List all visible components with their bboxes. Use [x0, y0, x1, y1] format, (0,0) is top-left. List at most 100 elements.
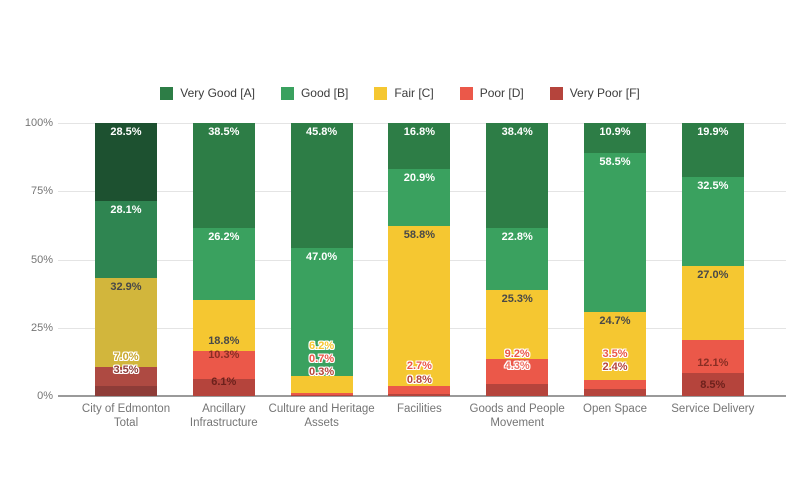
- segment-label-poor-d: 2.7%: [406, 360, 432, 372]
- legend-item-good-b: Good [B]: [280, 86, 349, 100]
- bar-segment-fair-c[interactable]: [681, 266, 744, 340]
- bar-segment-very-good-a[interactable]: [681, 123, 744, 178]
- bar-segment-very-good-a[interactable]: [192, 123, 255, 229]
- legend-item-very-poor-f: Very Poor [F]: [549, 86, 640, 100]
- segment-label-fair-c: 27.0%: [697, 269, 729, 282]
- segment-label-good-b: 20.9%: [403, 171, 435, 184]
- segment-label-fair-c: 18.8%: [208, 335, 240, 347]
- y-axis-tick-label: 50%: [30, 253, 53, 266]
- bar-segment-poor-d[interactable]: [584, 379, 646, 390]
- bar-segment-very-poor-f[interactable]: [388, 393, 451, 396]
- x-axis-category-label: Service Delivery: [671, 403, 755, 415]
- legend-label: Very Poor [F]: [569, 86, 640, 100]
- bar-facilities: 16.8% 20.9% 58.8% 2.7% 0.8%: [388, 123, 451, 396]
- legend-label: Very Good [A]: [180, 86, 255, 100]
- segment-label-poor-d: 9.2%: [504, 348, 530, 360]
- segment-label-very-poor-f: 0.3%: [309, 366, 335, 378]
- bar-segment-very-poor-f[interactable]: [486, 384, 549, 396]
- bar-segment-very-poor-f[interactable]: [584, 389, 646, 396]
- bar-segment-fair-c[interactable]: [192, 299, 255, 352]
- segment-label-very-good-a: 19.9%: [697, 126, 729, 138]
- bar-segment-good-b[interactable]: [681, 177, 744, 267]
- segment-label-good-b: 58.5%: [599, 155, 631, 168]
- bar-segment-fair-c[interactable]: [388, 225, 451, 387]
- bar-culture-and-heritage-assets: 45.8% 47.0% 6.2% 0.7% 0.3%: [290, 123, 353, 396]
- bar-segment-good-b[interactable]: [95, 200, 157, 278]
- bar-segment-very-poor-f[interactable]: [681, 372, 744, 396]
- bar-segment-fair-c[interactable]: [95, 277, 157, 368]
- bar-segment-fair-c[interactable]: [290, 376, 353, 394]
- segment-label-good-b: 22.8%: [501, 230, 533, 243]
- legend-label: Fair [C]: [394, 86, 434, 100]
- legend-label: Good [B]: [300, 86, 349, 100]
- bar-segment-very-good-a[interactable]: [290, 123, 353, 249]
- segment-label-very-poor-f: 6.1%: [211, 376, 237, 388]
- segment-label-very-poor-f: 8.5%: [700, 379, 726, 391]
- segment-label-fair-c: 6.2%: [309, 340, 335, 352]
- bar-segment-good-b[interactable]: [192, 228, 255, 300]
- legend-swatch-icon: [459, 86, 473, 100]
- bar-segment-good-b[interactable]: [486, 227, 549, 291]
- bar-segment-poor-d[interactable]: [290, 393, 353, 396]
- bar-segment-fair-c[interactable]: [486, 290, 549, 360]
- bar-segment-very-good-a[interactable]: [584, 123, 646, 153]
- segment-label-poor-d: 12.1%: [697, 357, 729, 369]
- y-axis-tick-label: 0%: [37, 390, 53, 402]
- segment-label-very-good-a: 45.8%: [305, 126, 338, 138]
- x-axis-category-label: Ancillary Infrastructure: [189, 403, 258, 429]
- bar-segment-very-poor-f[interactable]: [192, 379, 255, 396]
- bar-segment-poor-d[interactable]: [192, 351, 255, 380]
- segment-label-good-b: 28.1%: [110, 203, 142, 216]
- bar-goods-and-people-movement: 38.4% 22.8% 25.3% 9.2% 4.3%: [486, 123, 549, 396]
- chart-legend: Very Good [A] Good [B] Fair [C] Poor [D] Ver…: [0, 86, 800, 100]
- x-axis-category-label: Culture and Heritage Assets: [268, 403, 375, 429]
- legend-swatch-icon: [374, 86, 388, 100]
- segment-label-very-poor-f: 3.5%: [113, 364, 139, 376]
- bar-segment-very-good-a[interactable]: [486, 123, 549, 228]
- segment-label-poor-d: 0.7%: [309, 353, 335, 365]
- legend-item-poor-d: Poor [D]: [459, 86, 524, 100]
- bar-segment-fair-c[interactable]: [584, 312, 646, 380]
- bar-segment-very-poor-f[interactable]: [290, 395, 353, 396]
- segment-label-fair-c: 32.9%: [110, 280, 142, 293]
- y-axis-tick-label: 75%: [30, 185, 53, 198]
- bar-segment-very-good-a[interactable]: [95, 123, 157, 201]
- bar-segment-good-b[interactable]: [388, 168, 451, 226]
- bar-segment-very-good-a[interactable]: [388, 123, 451, 169]
- legend-item-very-good-a: Very Good [A]: [160, 86, 255, 100]
- segment-label-fair-c: 25.3%: [501, 293, 533, 306]
- segment-label-very-poor-f: 4.3%: [504, 360, 530, 372]
- x-axis-category-label: Open Space: [583, 403, 647, 415]
- legend-swatch-icon: [549, 86, 563, 100]
- bar-ancillary-infrastructure: 38.5% 26.2% 18.8% 10.3% 6.1%: [192, 123, 255, 396]
- legend-swatch-icon: [280, 86, 294, 100]
- bar-service-delivery: 19.9% 32.5% 27.0% 12.1% 8.5%: [681, 123, 744, 396]
- segment-label-very-poor-f: 2.4%: [602, 361, 628, 373]
- segment-label-good-b: 47.0%: [305, 251, 338, 264]
- bar-open-space: 10.9% 58.5% 24.7% 3.5% 2.4%: [584, 123, 646, 396]
- segment-label-poor-d: 10.3%: [208, 349, 240, 361]
- segment-label-poor-d: 7.0%: [113, 351, 139, 363]
- segment-label-very-good-a: 28.5%: [110, 126, 142, 138]
- y-axis-tick-label: 100%: [24, 117, 53, 129]
- segment-label-very-good-a: 38.5%: [208, 126, 240, 138]
- segment-label-good-b: 32.5%: [697, 180, 729, 193]
- bar-segment-poor-d[interactable]: [486, 359, 549, 385]
- legend-swatch-icon: [160, 86, 174, 100]
- bar-segment-poor-d[interactable]: [681, 339, 744, 373]
- bar-segment-very-poor-f[interactable]: [95, 386, 157, 396]
- legend-item-fair-c: Fair [C]: [374, 86, 434, 100]
- bar-segment-good-b[interactable]: [584, 152, 646, 313]
- bar-segment-good-b[interactable]: [290, 248, 353, 377]
- x-axis-baseline: [58, 395, 786, 397]
- bar-segment-poor-d[interactable]: [95, 367, 157, 387]
- segment-label-poor-d: 3.5%: [602, 348, 628, 360]
- x-axis-category-label: Goods and People Movement: [469, 403, 565, 429]
- x-axis-category-label: Facilities: [397, 403, 442, 415]
- segment-label-very-good-a: 38.4%: [501, 126, 533, 138]
- bar-segment-poor-d[interactable]: [388, 386, 451, 394]
- segment-label-good-b: 26.2%: [208, 231, 240, 244]
- segment-label-very-good-a: 10.9%: [599, 126, 631, 138]
- y-axis-tick-label: 25%: [30, 321, 53, 334]
